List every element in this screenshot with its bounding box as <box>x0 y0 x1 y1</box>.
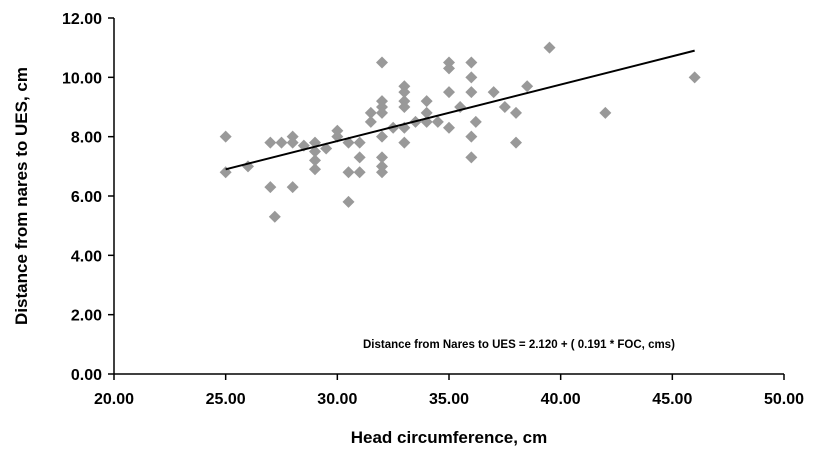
data-point <box>309 145 321 158</box>
x-tick-label: 30.00 <box>317 391 357 408</box>
data-point <box>342 166 355 179</box>
data-point <box>264 136 277 149</box>
x-tick-label: 25.00 <box>206 391 246 408</box>
data-point <box>465 86 478 99</box>
y-tick-label: 0.00 <box>71 367 102 384</box>
data-point <box>264 181 277 194</box>
x-axis-title: Head circumference, cm <box>351 428 548 447</box>
data-points <box>219 41 701 223</box>
data-point <box>521 80 534 93</box>
data-point <box>353 136 366 149</box>
x-tick-label: 45.00 <box>652 391 692 408</box>
data-point <box>443 62 455 75</box>
data-point <box>364 106 377 119</box>
data-point <box>510 136 522 149</box>
data-point <box>364 115 377 128</box>
data-point <box>376 56 388 69</box>
x-tick-label: 40.00 <box>541 391 581 408</box>
y-tick-label: 4.00 <box>71 248 102 265</box>
data-point <box>465 56 478 69</box>
data-point <box>443 121 455 134</box>
data-point <box>398 86 411 99</box>
data-point <box>398 101 411 113</box>
regression-equation: Distance from Nares to UES = 2.120 + ( 0… <box>363 339 675 351</box>
data-point <box>420 106 433 119</box>
data-point <box>465 151 478 164</box>
data-point <box>286 181 299 194</box>
data-point <box>465 130 478 143</box>
data-point <box>420 95 433 108</box>
data-point <box>342 195 355 208</box>
data-point <box>376 166 388 179</box>
data-point <box>275 136 288 149</box>
data-point <box>353 166 366 179</box>
data-point <box>353 151 366 164</box>
data-point <box>376 106 388 119</box>
data-point <box>469 115 482 128</box>
x-tick-label: 20.00 <box>94 391 134 408</box>
y-tick-label: 8.00 <box>71 130 102 147</box>
data-point <box>431 115 444 128</box>
data-point <box>465 71 478 84</box>
y-tick-label: 2.00 <box>71 308 102 325</box>
data-point <box>376 130 388 143</box>
data-point <box>309 163 321 176</box>
x-axis-ticks: 20.00 25.00 30.00 35.00 40.00 45.00 50.00 <box>94 374 804 408</box>
data-point <box>688 71 701 84</box>
data-point <box>443 86 455 99</box>
data-point <box>286 136 299 149</box>
y-tick-label: 6.00 <box>71 189 102 206</box>
data-point <box>398 136 411 149</box>
y-tick-label: 10.00 <box>62 70 102 87</box>
data-point <box>487 86 500 99</box>
data-point <box>219 130 232 143</box>
data-point <box>268 210 281 223</box>
y-axis-ticks: 0.00 2.00 4.00 6.00 8.00 10.00 12.00 <box>62 11 114 384</box>
y-tick-label: 12.00 <box>62 11 102 28</box>
regression-line <box>225 49 695 171</box>
data-point <box>498 101 511 113</box>
data-point <box>309 154 321 167</box>
data-point <box>599 106 612 119</box>
x-tick-label: 50.00 <box>764 391 804 408</box>
y-axis-title: Distance from nares to UES, cm <box>12 67 31 325</box>
x-tick-label: 35.00 <box>429 391 469 408</box>
data-point <box>376 151 388 164</box>
data-point <box>510 106 522 119</box>
data-point <box>543 41 556 54</box>
